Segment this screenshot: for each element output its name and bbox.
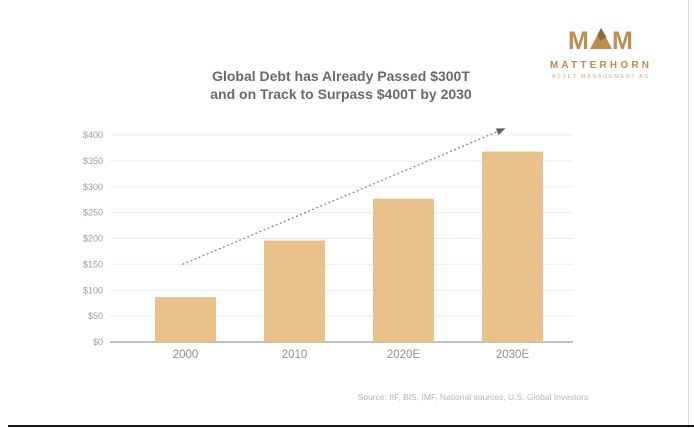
y-axis-tick-label: $250 xyxy=(83,208,103,218)
logo-subtitle-text: ASSET MANAGEMENT AG xyxy=(551,74,651,80)
trend-arrowhead-icon xyxy=(495,128,506,135)
y-axis-tick-label: $100 xyxy=(83,285,103,295)
source-note: Source: IIF, BIS, IMF, National sources,… xyxy=(357,392,589,402)
x-axis-category-label: 2000 xyxy=(173,349,199,361)
y-axis-tick-label: $0 xyxy=(93,337,103,347)
y-axis-tick-label: $300 xyxy=(83,182,103,192)
y-axis-tick-label: $150 xyxy=(83,259,103,269)
bar-2030E xyxy=(482,151,543,342)
svg-text:M: M xyxy=(568,27,589,51)
bar-2010 xyxy=(264,240,325,342)
card-right-border xyxy=(688,0,689,428)
bar-2020E xyxy=(373,198,434,342)
matterhorn-logo: M M MATTERHORN ASSET MANAGEMENT AG xyxy=(544,25,658,80)
y-axis-tick-label: $400 xyxy=(83,130,103,140)
x-axis-category-label: 2010 xyxy=(282,349,308,361)
chart-title-line2: and on Track to Surpass $400T by 2030 xyxy=(210,86,472,102)
svg-text:M: M xyxy=(612,27,633,51)
chart-title: Global Debt has Already Passed $300T and… xyxy=(210,67,471,103)
y-axis-tick-label: $50 xyxy=(88,311,103,321)
card-bottom-border xyxy=(8,425,694,427)
logo-monogram-icon: M M xyxy=(568,27,633,51)
y-axis-tick-label: $200 xyxy=(83,234,103,244)
logo-brand-text: MATTERHORN xyxy=(549,60,653,71)
x-axis-category-label: 2030E xyxy=(496,349,530,361)
y-axis-tick-label: $350 xyxy=(83,156,103,166)
bar-2000 xyxy=(155,296,216,342)
x-axis-category-label: 2020E xyxy=(387,349,421,361)
chart-title-line1: Global Debt has Already Passed $300T xyxy=(212,68,470,84)
trend-arrow-line xyxy=(182,131,498,265)
